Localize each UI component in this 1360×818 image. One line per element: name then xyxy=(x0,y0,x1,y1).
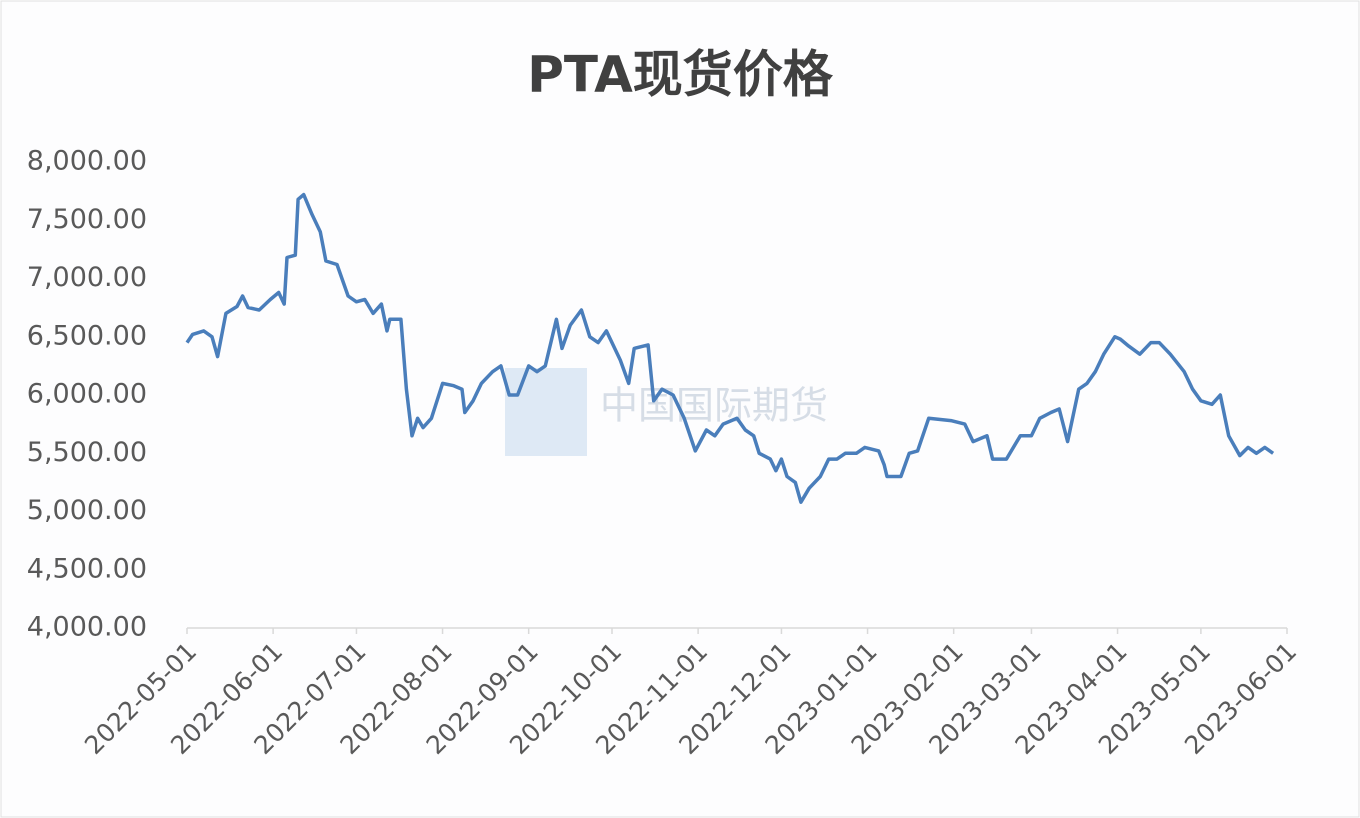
y-tick-label: 6,000.00 xyxy=(27,379,147,410)
y-tick-label: 5,000.00 xyxy=(27,495,147,526)
y-tick-label: 7,000.00 xyxy=(27,262,147,293)
y-tick-label: 8,000.00 xyxy=(27,146,147,177)
chart-title: PTA现货价格 xyxy=(527,46,834,104)
y-tick-label: 5,500.00 xyxy=(27,437,147,468)
watermark: 中国国际期货 xyxy=(600,384,828,428)
watermark-logo xyxy=(505,368,587,456)
y-tick-label: 7,500.00 xyxy=(27,204,147,235)
y-tick-label: 4,500.00 xyxy=(27,553,147,584)
y-tick-label: 4,000.00 xyxy=(27,612,147,643)
y-tick-label: 6,500.00 xyxy=(27,320,147,351)
price-line xyxy=(185,192,1275,504)
